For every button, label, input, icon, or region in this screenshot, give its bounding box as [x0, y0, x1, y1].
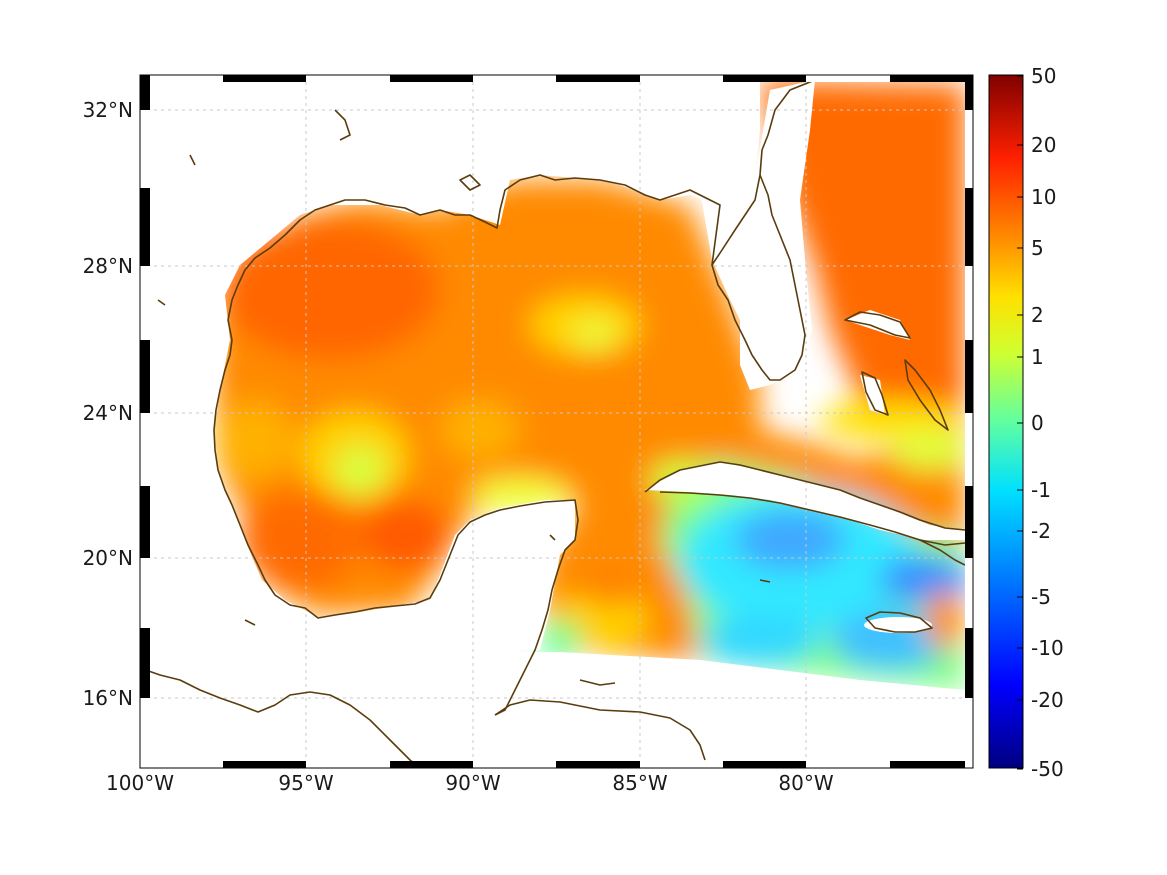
latitude-labels: 32°N 28°N 24°N 20°N 16°N — [83, 98, 133, 710]
colorbar-label: -1 — [1031, 478, 1051, 502]
lat-label: 32°N — [83, 98, 133, 122]
lon-label: 100°W — [106, 771, 174, 795]
lon-label: 85°W — [612, 771, 667, 795]
map-frame — [139, 74, 974, 769]
colorbar-label: 0 — [1031, 411, 1044, 435]
colorbar-label: 5 — [1031, 236, 1044, 260]
lat-label: 20°N — [83, 546, 133, 570]
colorbar-label: 10 — [1031, 185, 1056, 209]
lon-label: 95°W — [278, 771, 333, 795]
longitude-labels: 100°W 95°W 90°W 85°W 80°W — [106, 771, 834, 795]
sea-level-anomaly-field — [140, 75, 973, 768]
colorbar-label: 20 — [1031, 133, 1056, 157]
coastlines — [140, 79, 966, 768]
colorbar-label: -2 — [1031, 519, 1051, 543]
colorbar-label: -20 — [1031, 688, 1064, 712]
lon-label: 80°W — [778, 771, 833, 795]
lat-label: 16°N — [83, 686, 133, 710]
colorbar-label: 1 — [1031, 345, 1044, 369]
colorbar-label: -5 — [1031, 585, 1051, 609]
colorbar-label: -10 — [1031, 636, 1064, 660]
colorbar-scale — [988, 74, 1024, 769]
colorbar-label: -50 — [1031, 757, 1064, 781]
lat-label: 24°N — [83, 401, 133, 425]
lon-label: 90°W — [445, 771, 500, 795]
colorbar-label: 50 — [1031, 64, 1056, 88]
lat-label: 28°N — [83, 254, 133, 278]
colorbar-label: 2 — [1031, 303, 1044, 327]
